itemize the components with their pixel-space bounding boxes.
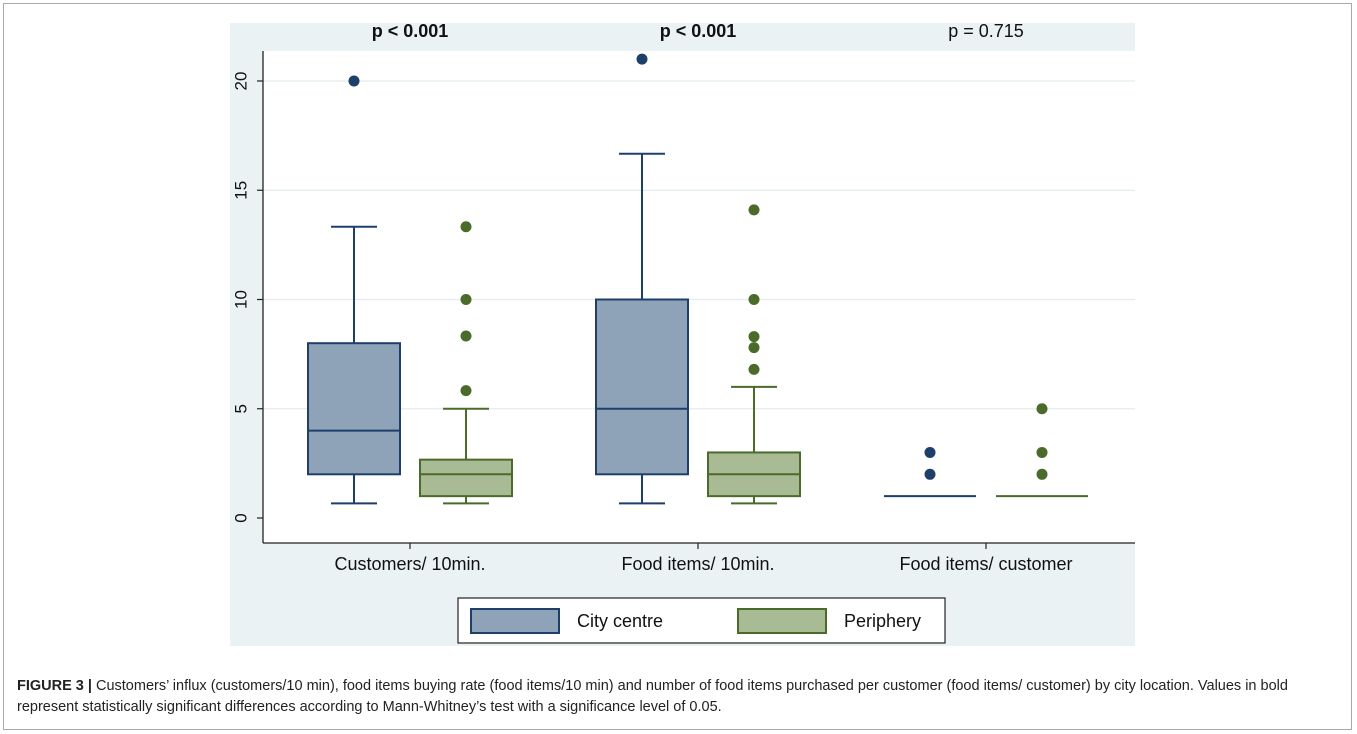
outlier-point xyxy=(748,204,760,216)
legend: City centre Periphery xyxy=(457,597,946,644)
caption-text: Customers’ influx (customers/10 min), fo… xyxy=(17,678,1288,715)
outlier-point xyxy=(1036,446,1048,458)
legend-swatch xyxy=(470,608,560,634)
outlier-point xyxy=(924,446,936,458)
outlier-point xyxy=(748,363,760,375)
outlier-point xyxy=(748,342,760,354)
x-category-label: Food items/ customer xyxy=(899,554,1072,574)
outlier-point xyxy=(1036,403,1048,415)
p-value-label: p < 0.001 xyxy=(372,21,449,41)
y-tick-label: 15 xyxy=(232,181,251,200)
x-category-label: Food items/ 10min. xyxy=(621,554,774,574)
box-group xyxy=(595,53,689,505)
outlier-point xyxy=(748,294,760,305)
outlier-point xyxy=(636,53,648,65)
box-plots xyxy=(307,53,1088,505)
caption-label: FIGURE 3 | xyxy=(17,678,92,694)
legend-label: Periphery xyxy=(844,611,921,631)
outlier-point xyxy=(924,468,936,480)
outlier-point xyxy=(748,331,760,343)
y-tick-label: 5 xyxy=(232,404,251,413)
box-group xyxy=(307,75,401,505)
iqr-box xyxy=(307,342,401,476)
y-tick-label: 10 xyxy=(232,290,251,309)
x-category-label: Customers/ 10min. xyxy=(334,554,485,574)
box-group xyxy=(419,221,513,505)
outlier-point xyxy=(348,75,360,87)
box-group xyxy=(884,446,976,498)
outlier-point xyxy=(460,221,472,233)
outlier-point xyxy=(1036,468,1048,480)
p-value-labels: p < 0.001 p < 0.001 p = 0.715 xyxy=(372,21,1024,41)
grid-lines xyxy=(263,80,1135,410)
p-value-label: p < 0.001 xyxy=(660,21,737,41)
iqr-box xyxy=(419,458,513,498)
legend-swatch xyxy=(737,608,827,634)
plot-area-background xyxy=(263,51,1135,543)
y-tick-label: 20 xyxy=(232,72,251,91)
box-plot-chart: p < 0.001 p < 0.001 p = 0.715 0 5 10 15 20 Cust… xyxy=(230,21,1135,646)
p-value-label: p = 0.715 xyxy=(948,21,1024,41)
outlier-point xyxy=(460,385,472,397)
outlier-point xyxy=(460,294,472,305)
outlier-point xyxy=(460,330,472,342)
box-group xyxy=(996,403,1088,498)
figure-caption: FIGURE 3 | Customers’ influx (customers/… xyxy=(17,676,1342,718)
y-tick-label: 0 xyxy=(232,513,251,522)
iqr-box xyxy=(595,298,689,476)
axes: 0 5 10 15 20 Customers/ 10min. Food items/ 10m… xyxy=(232,51,1135,574)
legend-label: City centre xyxy=(577,611,663,631)
box-group xyxy=(707,204,801,505)
